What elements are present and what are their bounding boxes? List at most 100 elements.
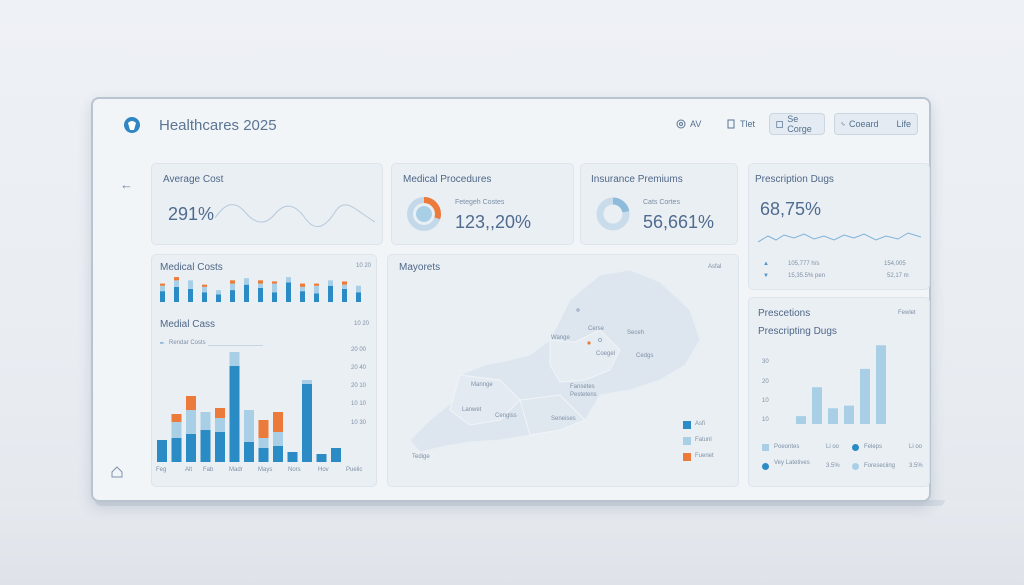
kpi-medical-procedures-card[interactable] [391,163,574,245]
bar-segment [244,442,254,462]
region-map [409,270,700,453]
bar-segment [157,440,167,462]
kpi-donut [407,197,441,231]
sparkline [215,204,375,227]
kpi-title: Prescription Dugs [755,174,834,185]
legend-value: Li oo [909,444,923,450]
map-label: Wange [551,335,570,341]
bar-segment [171,438,182,462]
rx-stat: 105,777 h/s [788,261,820,267]
back-arrow-icon[interactable]: ← [120,177,133,192]
app-title: Healthcares 2025 [159,117,277,134]
bar-segment [202,286,207,293]
bar-segment [229,366,240,462]
header-secorge-button[interactable]: Se Corge [769,113,825,135]
y-tick: 20 00 [351,347,367,353]
bar-segment [258,420,269,438]
bar-segment [202,292,207,302]
legend-label: Fuenet [695,453,714,459]
map-label: Pestetens [570,392,597,398]
legend-value: 3.5% [826,463,840,469]
bar-segment [258,287,263,302]
bar-segment [174,277,179,281]
bar-segment [300,291,305,302]
bar-segment [160,283,165,286]
legend-swatch [852,463,859,470]
bar [796,416,806,424]
bar-segment [171,422,182,438]
square-icon [776,120,783,128]
phone-icon [841,122,845,126]
rx-stat: 15,35.5% pen [788,273,826,279]
bar-segment [202,284,207,287]
bar-segment [342,284,347,289]
bar-segment [287,452,298,462]
bar-segment [302,384,312,462]
bar-segment [286,282,291,302]
bar-segment [286,277,291,283]
legend-swatch [683,437,691,445]
y-tick: 10 10 [351,401,367,407]
map-label: Fansetes [570,384,595,390]
legend-label: Poeontes [774,444,800,450]
medical-costs-chart [160,277,361,302]
card-title: Mayorets [399,262,441,273]
bar-segment [342,281,347,285]
header-tlet-button[interactable]: Tlet [720,113,761,135]
card-title: Medical Costs [160,262,223,273]
x-label: Alt [185,467,193,473]
backdrop-floor [0,500,1024,585]
header-coeard-button[interactable]: Coeard Life [834,113,918,135]
card-tag: Fewlet [898,310,916,316]
bar-segment [215,418,225,432]
y-tick: 10 [762,398,769,404]
document-icon [727,119,735,129]
at-icon [676,119,686,129]
bar-segment [273,432,283,446]
rx-stat: 154,005 [884,261,906,267]
up-arrow-icon: ▲ [763,261,769,267]
kpi-sub: Fetegeh Costes [455,199,505,206]
map-label: Cerse [588,326,605,332]
bar-segment [258,283,263,288]
header-life-label: Life [896,119,911,129]
bar-segment [300,283,305,287]
map-label: Mannge [471,382,493,388]
bar-segment [244,278,249,285]
map-label: Lanwet [462,407,482,413]
y-tick: 20 10 [351,383,367,389]
kpi-value: 291% [168,204,215,224]
bar-segment [229,352,240,366]
bar [844,405,854,424]
home-icon[interactable] [111,466,123,478]
map-label: Seneises [551,416,576,422]
header-av-button[interactable]: AV [670,113,707,135]
bar-segment [215,432,225,462]
legend-label: Fatunl [695,437,712,443]
bar-segment [272,283,277,293]
bar-segment [216,290,221,295]
y-tick: 20 40 [351,365,367,371]
kpi-value: 56,661% [643,212,715,232]
x-label: Nors [288,467,301,473]
bar-segment [314,285,319,294]
bar-segment [258,438,269,448]
legend-label: Feleps [864,444,883,450]
bar-segment [230,280,235,284]
y-tick: 30 [762,359,769,365]
bar [812,387,822,424]
kpi-average-cost-card[interactable] [151,163,383,245]
card-title: Prescetions [758,308,811,319]
kpi-prescription-drugs-card[interactable] [748,163,930,290]
bar-segment [300,286,305,292]
x-label: Hov [318,467,329,473]
kpi-value: 123,,20% [455,212,532,232]
bar-segment [230,283,235,291]
prescriptions-chart [796,345,886,424]
kpi-title: Average Cost [163,174,224,185]
card-tag: 10 20 [356,263,372,269]
bar-segment [188,289,193,302]
bar-segment [356,292,361,302]
bar-segment [258,448,269,462]
prescriptions-card[interactable] [748,297,930,487]
